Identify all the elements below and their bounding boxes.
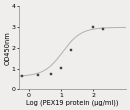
Point (92, 27, 95, 28)
Point (21, 75, 23, 77)
Point (70, 49, 72, 51)
Point (50, 73, 52, 75)
Y-axis label: OD450nm: OD450nm (4, 31, 10, 65)
Point (102, 29, 104, 30)
Point (37, 74, 40, 76)
Point (60, 67, 62, 69)
X-axis label: Log (PEX19 protein (μg/ml)): Log (PEX19 protein (μg/ml)) (26, 99, 119, 106)
